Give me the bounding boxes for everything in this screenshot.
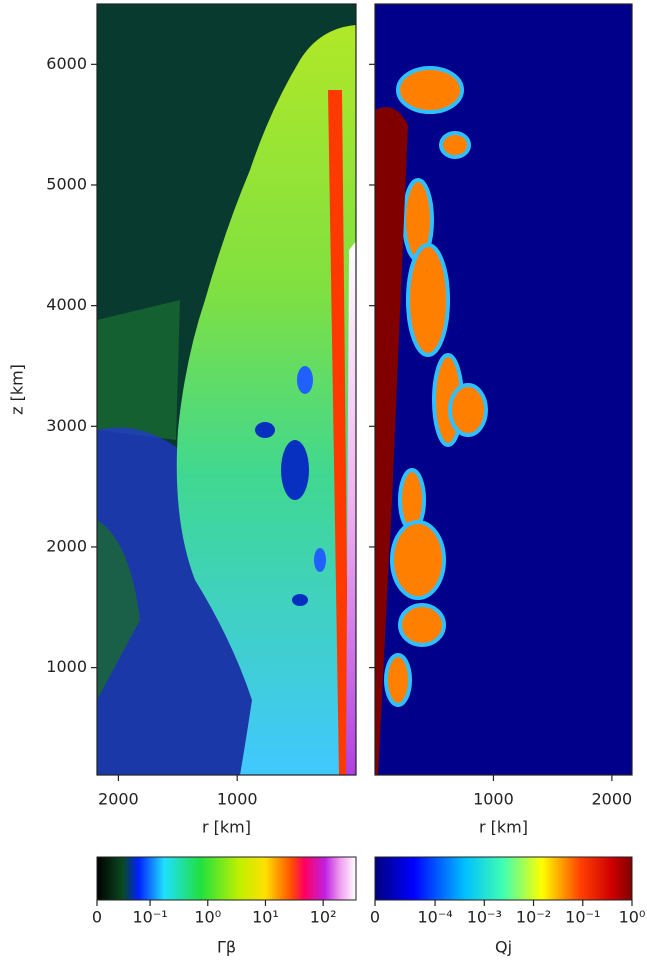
y-tick-label: 5000 bbox=[46, 174, 87, 193]
y-axis-label: z [km] bbox=[8, 364, 27, 415]
colorbar-tick-label: 0 bbox=[92, 908, 102, 927]
colorbar-1 bbox=[374, 856, 633, 901]
colorbar-tick-label: 10⁻¹ bbox=[565, 908, 600, 927]
y-tick-label: 4000 bbox=[46, 295, 87, 314]
colorbar-tick-label: 10⁻¹ bbox=[132, 908, 167, 927]
colorbar-label: Qj bbox=[495, 938, 512, 957]
y-tick-label: 1000 bbox=[46, 657, 87, 676]
colorbar-tick-label: 10⁻⁴ bbox=[417, 908, 452, 927]
y-tick-label: 2000 bbox=[46, 536, 87, 555]
colorbar-tick-label: 10⁻³ bbox=[467, 908, 502, 927]
x-axis-label: r [km] bbox=[479, 818, 528, 837]
x-tick-label: 2000 bbox=[592, 790, 633, 809]
y-tick-label: 6000 bbox=[46, 54, 87, 73]
colorbar-0 bbox=[96, 856, 357, 901]
right-image bbox=[375, 4, 632, 775]
x-axis-label: r [km] bbox=[202, 818, 251, 837]
x-tick-label: 1000 bbox=[217, 790, 258, 809]
colorbar-tick-label: 10⁻² bbox=[516, 908, 551, 927]
x-tick-label: 2000 bbox=[98, 790, 139, 809]
colorbar-tick-label: 10² bbox=[310, 908, 337, 927]
left-image bbox=[97, 4, 356, 775]
colorbar-label: Γβ bbox=[217, 938, 236, 957]
x-tick-label: 1000 bbox=[473, 790, 514, 809]
colorbar-tick-label: 10⁰ bbox=[619, 908, 646, 927]
colorbar-tick-label: 10¹ bbox=[252, 908, 279, 927]
colorbar-tick-label: 10⁰ bbox=[194, 908, 221, 927]
colorbar-tick-label: 0 bbox=[370, 908, 380, 927]
left-frame bbox=[96, 3, 357, 776]
y-tick-label: 3000 bbox=[46, 416, 87, 435]
right-frame bbox=[374, 3, 633, 776]
